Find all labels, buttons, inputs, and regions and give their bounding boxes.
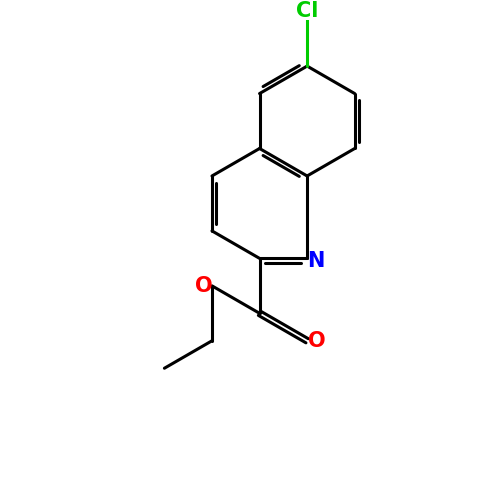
Text: Cl: Cl xyxy=(296,1,318,21)
Text: N: N xyxy=(307,251,324,271)
Text: O: O xyxy=(308,331,326,351)
Text: O: O xyxy=(194,276,212,296)
